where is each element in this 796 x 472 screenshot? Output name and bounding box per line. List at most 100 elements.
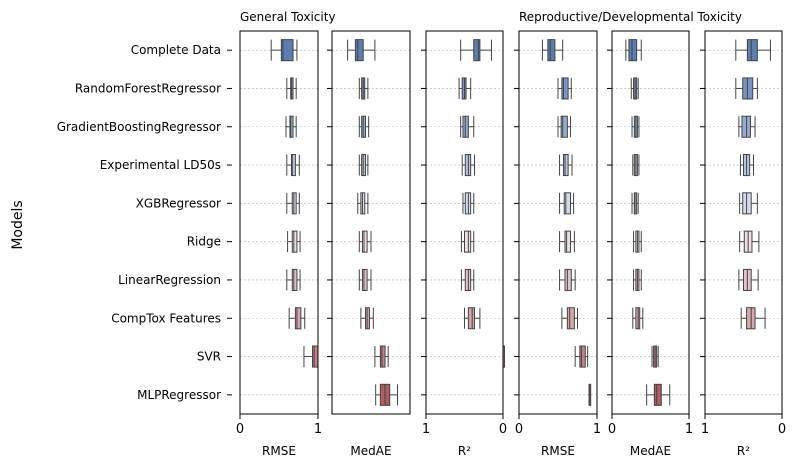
- box-3: [739, 154, 755, 177]
- group-title-general: General Toxicity: [240, 10, 336, 24]
- box-4: [559, 192, 575, 215]
- y-tick-label: LinearRegression: [118, 273, 221, 287]
- y-tick-label: Ridge: [187, 235, 221, 249]
- box-body: [566, 307, 575, 330]
- panel-4: 0 1 MedAE: [607, 30, 693, 458]
- box-body: [354, 39, 364, 62]
- y-axis-label: Models: [10, 200, 26, 249]
- y-tick-label: XGBRegressor: [136, 196, 221, 210]
- box-2: [285, 115, 297, 138]
- box-5: [287, 230, 301, 253]
- box-5: [633, 230, 642, 253]
- box-body: [291, 268, 298, 291]
- box-body: [560, 115, 568, 138]
- box-1: [630, 77, 639, 100]
- box-body: [564, 230, 571, 253]
- box-body: [289, 115, 294, 138]
- panel-1: MedAE: [327, 30, 411, 458]
- box-7: [288, 307, 306, 330]
- box-body: [294, 307, 302, 330]
- group-title-reproductive: Reproductive/Developmental Toxicity: [519, 10, 742, 24]
- box-8: [374, 345, 389, 368]
- box-body: [579, 345, 586, 368]
- box-0: [625, 39, 642, 62]
- panel-frame: [704, 30, 783, 415]
- panel-frame: [425, 30, 504, 415]
- box-3: [358, 154, 369, 177]
- box-6: [559, 268, 576, 291]
- x-tick-label: 0: [608, 422, 616, 437]
- x-axis-label: MedAE: [630, 444, 671, 458]
- x-axis-label: R²: [458, 444, 471, 458]
- box-body: [291, 230, 298, 253]
- y-tick-label: Complete Data: [131, 43, 221, 57]
- x-axis-label: R²: [737, 444, 750, 458]
- box-2: [631, 115, 640, 138]
- box-body: [312, 345, 319, 368]
- x-tick-label: 1: [685, 422, 693, 437]
- panel-frame: [239, 30, 319, 415]
- box-3: [461, 154, 476, 177]
- x-axis-label: RMSE: [541, 444, 575, 458]
- box-5: [559, 230, 575, 253]
- box-5: [739, 230, 760, 253]
- box-6: [738, 268, 759, 291]
- box-7: [360, 307, 374, 330]
- box-body: [653, 383, 662, 406]
- box-2: [358, 115, 370, 138]
- box-body: [746, 39, 758, 62]
- box-0: [460, 39, 492, 62]
- x-tick-label: 0: [236, 422, 244, 437]
- box-body: [562, 154, 569, 177]
- box-7: [632, 307, 644, 330]
- x-tick-label: 1: [701, 422, 709, 437]
- panel-frame: [611, 30, 690, 415]
- y-tick-label: SVR: [197, 350, 221, 364]
- panel-2: 1 0 R²: [421, 30, 507, 458]
- panel-frame: [518, 30, 598, 415]
- box-5: [358, 230, 372, 253]
- box-6: [286, 268, 301, 291]
- box-3: [559, 154, 573, 177]
- box-2: [557, 115, 571, 138]
- box-body: [547, 39, 556, 62]
- box-body: [561, 77, 569, 100]
- x-tick-label: 0: [499, 422, 507, 437]
- box-body: [563, 192, 571, 215]
- box-1: [458, 77, 472, 100]
- y-tick-label: RandomForestRegressor: [75, 81, 221, 95]
- box-1: [735, 77, 758, 100]
- box-4: [357, 192, 369, 215]
- box-8: [303, 345, 319, 368]
- box-body: [290, 154, 296, 177]
- box-7: [561, 307, 578, 330]
- box-1: [286, 77, 297, 100]
- x-tick-label: 1: [314, 422, 322, 437]
- box-4: [631, 192, 639, 215]
- box-body: [361, 268, 368, 291]
- box-9: [375, 383, 399, 406]
- box-6: [358, 268, 372, 291]
- box-4: [286, 192, 300, 215]
- box-body: [628, 39, 638, 62]
- y-tick-label: CompTox Features: [111, 311, 221, 325]
- box-9: [588, 383, 592, 406]
- panel-3: 0 1 RMSE: [514, 30, 601, 458]
- box-body: [361, 230, 368, 253]
- y-tick-label: GradientBoostingRegressor: [57, 120, 221, 134]
- box-1: [358, 77, 369, 100]
- box-6: [633, 268, 642, 291]
- box-0: [735, 39, 771, 62]
- panel-0: 0 1 RMSE: [236, 30, 322, 458]
- x-tick-label: 1: [593, 422, 601, 437]
- box-7: [464, 307, 481, 330]
- box-1: [557, 77, 572, 100]
- box-0: [541, 39, 564, 62]
- box-4: [739, 192, 758, 215]
- x-tick-label: 0: [778, 422, 786, 437]
- box-0: [270, 39, 298, 62]
- box-6: [460, 268, 475, 291]
- box-body: [464, 230, 472, 253]
